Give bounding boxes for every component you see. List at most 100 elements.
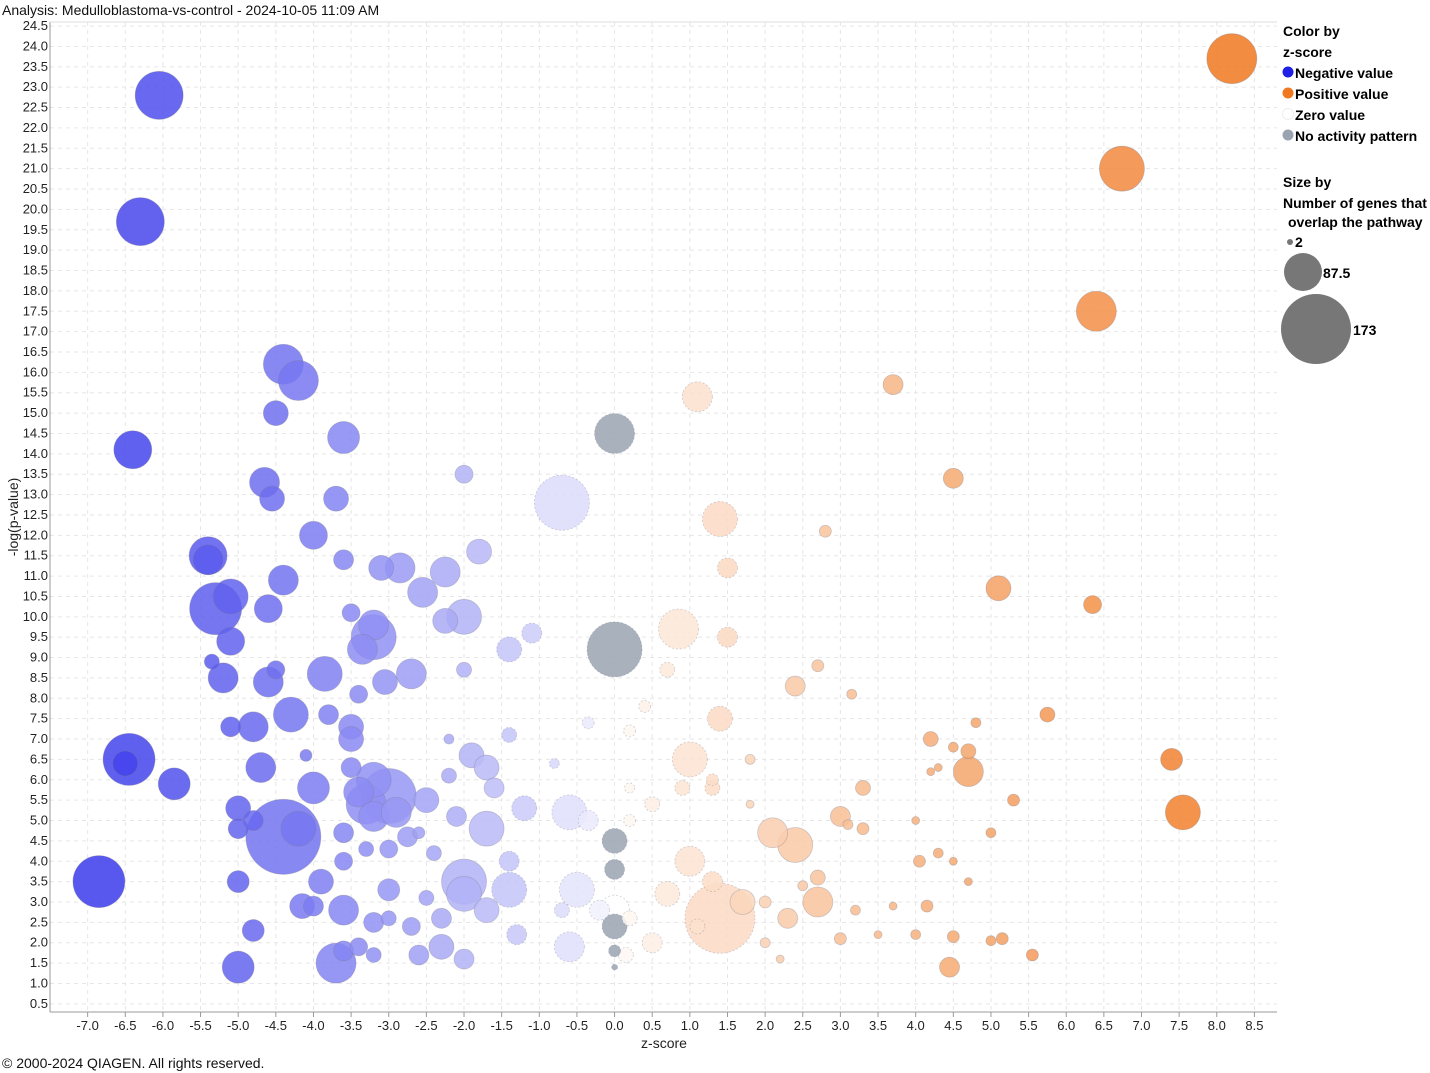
data-point[interactable] xyxy=(372,669,398,695)
data-point[interactable] xyxy=(702,501,738,537)
data-point[interactable] xyxy=(340,757,362,778)
data-point[interactable] xyxy=(115,197,165,247)
data-point[interactable] xyxy=(380,796,412,828)
data-point[interactable] xyxy=(303,895,324,917)
data-point[interactable] xyxy=(985,935,997,947)
data-point[interactable] xyxy=(995,932,1009,946)
data-point[interactable] xyxy=(278,360,319,401)
data-point[interactable] xyxy=(952,756,984,788)
data-point[interactable] xyxy=(496,636,523,663)
data-point[interactable] xyxy=(594,413,635,454)
data-point[interactable] xyxy=(483,777,505,799)
data-point[interactable] xyxy=(253,594,283,624)
data-point[interactable] xyxy=(466,538,492,565)
data-point[interactable] xyxy=(418,890,435,906)
data-point[interactable] xyxy=(506,924,528,945)
data-point[interactable] xyxy=(784,675,806,697)
data-point[interactable] xyxy=(638,700,652,713)
data-point[interactable] xyxy=(299,748,313,762)
data-point[interactable] xyxy=(72,855,126,909)
data-point[interactable] xyxy=(267,564,299,596)
data-point[interactable] xyxy=(797,880,809,892)
data-point[interactable] xyxy=(363,911,385,933)
data-point[interactable] xyxy=(498,850,520,872)
data-point[interactable] xyxy=(333,822,354,844)
data-point[interactable] xyxy=(368,555,395,581)
data-point[interactable] xyxy=(428,933,455,960)
data-point[interactable] xyxy=(349,937,369,957)
data-point[interactable] xyxy=(757,817,789,849)
data-point[interactable] xyxy=(942,467,964,489)
data-point[interactable] xyxy=(473,754,500,781)
data-point[interactable] xyxy=(608,944,621,958)
data-point[interactable] xyxy=(456,661,472,678)
data-point[interactable] xyxy=(601,913,628,940)
data-point[interactable] xyxy=(280,810,317,847)
data-point[interactable] xyxy=(216,626,246,656)
data-point[interactable] xyxy=(932,847,944,859)
data-point[interactable] xyxy=(113,430,153,470)
data-point[interactable] xyxy=(491,871,528,908)
data-point[interactable] xyxy=(604,859,625,880)
data-point[interactable] xyxy=(621,910,638,927)
data-point[interactable] xyxy=(856,822,870,836)
data-point[interactable] xyxy=(802,886,834,918)
data-point[interactable] xyxy=(581,716,595,730)
data-point[interactable] xyxy=(922,731,939,747)
data-point[interactable] xyxy=(446,875,482,912)
data-point[interactable] xyxy=(623,814,637,827)
data-point[interactable] xyxy=(970,717,982,729)
data-point[interactable] xyxy=(717,557,738,579)
data-point[interactable] xyxy=(221,950,255,984)
data-point[interactable] xyxy=(358,841,375,857)
data-point[interactable] xyxy=(341,603,361,623)
data-point[interactable] xyxy=(833,932,847,946)
data-point[interactable] xyxy=(349,684,369,704)
data-point[interactable] xyxy=(1083,595,1102,614)
data-point[interactable] xyxy=(1075,290,1117,332)
data-point[interactable] xyxy=(985,575,1012,602)
data-point[interactable] xyxy=(306,655,343,692)
data-point[interactable] xyxy=(328,894,359,926)
data-point[interactable] xyxy=(1165,794,1201,831)
data-point[interactable] xyxy=(933,763,943,772)
data-point[interactable] xyxy=(706,773,719,787)
data-point[interactable] xyxy=(431,907,452,929)
data-point[interactable] xyxy=(873,930,883,939)
data-point[interactable] xyxy=(533,474,590,531)
data-point[interactable] xyxy=(985,827,997,839)
data-point[interactable] xyxy=(689,918,706,935)
data-point[interactable] xyxy=(674,780,691,796)
data-point[interactable] xyxy=(242,810,264,831)
data-point[interactable] xyxy=(745,799,755,809)
data-point[interactable] xyxy=(212,578,249,615)
data-point[interactable] xyxy=(554,931,585,963)
data-point[interactable] xyxy=(501,727,518,743)
data-point[interactable] xyxy=(207,662,239,694)
data-point[interactable] xyxy=(343,776,375,808)
data-point[interactable] xyxy=(323,485,349,512)
data-point[interactable] xyxy=(611,963,618,971)
data-point[interactable] xyxy=(548,758,560,769)
data-point[interactable] xyxy=(559,871,595,908)
data-point[interactable] xyxy=(318,704,339,725)
data-point[interactable] xyxy=(809,869,826,886)
data-point[interactable] xyxy=(266,660,286,680)
data-point[interactable] xyxy=(654,880,681,907)
data-point[interactable] xyxy=(333,549,354,571)
data-point[interactable] xyxy=(299,520,328,550)
data-point[interactable] xyxy=(241,919,265,942)
data-point[interactable] xyxy=(1025,948,1039,962)
data-point[interactable] xyxy=(644,796,661,813)
data-point[interactable] xyxy=(308,868,334,895)
data-point[interactable] xyxy=(112,750,139,777)
data-point[interactable] xyxy=(192,544,224,576)
data-point[interactable] xyxy=(681,381,713,413)
data-point[interactable] xyxy=(589,899,610,921)
data-point[interactable] xyxy=(379,839,399,859)
data-point[interactable] xyxy=(237,711,269,743)
data-point[interactable] xyxy=(426,845,442,862)
data-point[interactable] xyxy=(577,810,599,831)
data-point[interactable] xyxy=(380,910,397,927)
data-point[interactable] xyxy=(395,658,427,690)
